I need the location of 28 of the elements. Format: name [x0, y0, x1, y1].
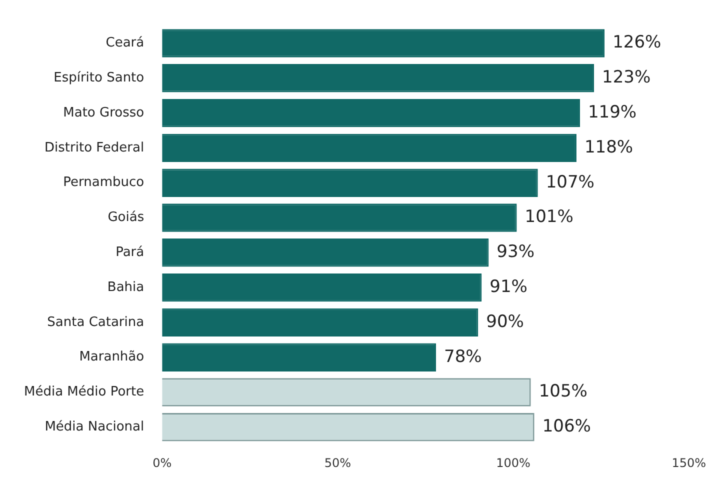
data-label: 91% [490, 276, 528, 297]
data-label: 119% [588, 102, 637, 122]
y-tick-label: Média Nacional [44, 420, 144, 435]
y-tick-label: Média Médio Porte [24, 384, 144, 400]
data-label: 107% [546, 172, 594, 192]
y-tick-label: Maranhão [79, 350, 144, 365]
x-tick-label: 150% [672, 456, 706, 470]
y-tick-label: Pernambuco [63, 175, 144, 190]
data-label: 78% [444, 346, 482, 367]
y-tick-label: Bahia [107, 280, 144, 295]
data-label: 105% [538, 382, 588, 402]
data-label: 126% [612, 32, 662, 53]
x-tick-label: 100% [496, 456, 530, 470]
data-label: 106% [542, 416, 591, 437]
data-label: 118% [584, 137, 634, 158]
y-tick-label: Pará [116, 245, 144, 260]
data-label: 101% [524, 207, 574, 228]
x-tick-label: 0% [152, 456, 172, 470]
data-label: 123% [602, 68, 651, 88]
data-label: 93% [496, 242, 534, 262]
y-tick-label: Mato Grosso [63, 105, 144, 120]
y-tick-label: Goiás [108, 210, 144, 226]
y-tick-label: Santa Catarina [47, 314, 144, 330]
y-tick-label: Distrito Federal [44, 140, 144, 156]
y-tick-label: Ceará [106, 36, 144, 51]
x-tick-label: 50% [324, 456, 352, 470]
data-label: 90% [486, 312, 524, 332]
y-tick-label: Espírito Santo [54, 70, 144, 86]
